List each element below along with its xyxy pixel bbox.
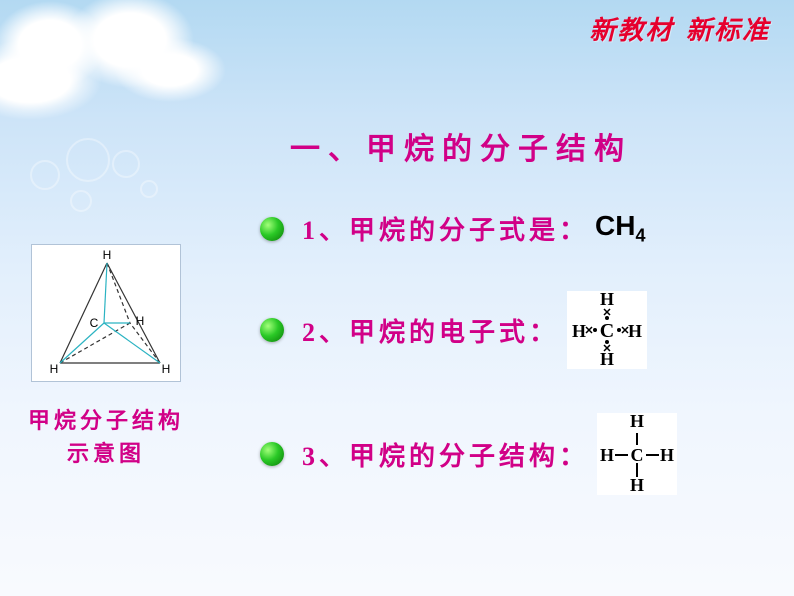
section-title: 一、甲烷的分子结构	[290, 124, 632, 168]
item-label: 1、甲烷的分子式是：	[302, 210, 589, 247]
structural-diagram: CHHHH	[597, 413, 677, 495]
electron-diagram: CHHHH	[567, 291, 647, 369]
bullet-icon	[260, 318, 284, 342]
side-figure: H H H H C 甲烷分子结构 示意图	[26, 244, 186, 470]
header-slogan: 新教材 新标准	[589, 10, 770, 47]
header-right: 新标准	[686, 16, 770, 45]
bullet-icon	[260, 217, 284, 241]
side-caption: 甲烷分子结构 示意图	[26, 404, 186, 470]
svg-text:H: H	[628, 321, 642, 341]
svg-text:H: H	[103, 248, 112, 262]
item-list: 1、甲烷的分子式是： CH4 2、甲烷的电子式： CHHHH 3、甲烷的分子结构…	[260, 210, 760, 539]
svg-text:H: H	[660, 445, 674, 465]
svg-text:C: C	[631, 445, 644, 465]
svg-text:H: H	[162, 362, 171, 376]
item-label: 3、甲烷的分子结构：	[302, 436, 589, 473]
item-label: 2、甲烷的电子式：	[302, 312, 559, 349]
side-caption-line1: 甲烷分子结构	[26, 404, 186, 437]
svg-text:C: C	[90, 316, 99, 330]
list-item: 3、甲烷的分子结构： CHHHH	[260, 413, 760, 495]
svg-text:H: H	[50, 362, 59, 376]
svg-text:H: H	[600, 445, 614, 465]
tetrahedron-diagram: H H H H C	[31, 244, 181, 382]
bubble-group	[30, 120, 190, 240]
svg-text:H: H	[600, 349, 614, 369]
cloud-decoration	[0, 0, 240, 130]
side-caption-line2: 示意图	[26, 437, 186, 470]
svg-text:H: H	[630, 475, 644, 495]
molecular-formula: CH4	[595, 210, 645, 247]
svg-text:H: H	[630, 413, 644, 431]
list-item: 2、甲烷的电子式： CHHHH	[260, 291, 760, 369]
svg-text:H: H	[572, 321, 586, 341]
svg-text:H: H	[136, 314, 145, 328]
list-item: 1、甲烷的分子式是： CH4	[260, 210, 760, 247]
bullet-icon	[260, 442, 284, 466]
svg-text:H: H	[600, 291, 614, 309]
svg-text:C: C	[600, 320, 614, 342]
header-left: 新教材	[589, 16, 673, 45]
